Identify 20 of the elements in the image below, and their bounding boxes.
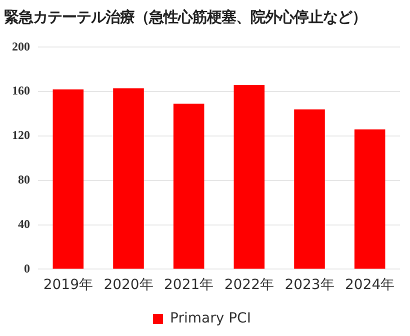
x-tick-label: 2021年 xyxy=(164,277,214,294)
bar xyxy=(294,109,325,269)
chart-title: 緊急カテーテル治療（急性心筋梗塞、院外心停止など） xyxy=(3,7,368,28)
x-tick-label: 2019年 xyxy=(43,277,93,294)
y-tick-label: 200 xyxy=(12,39,30,54)
x-tick-label: 2022年 xyxy=(224,277,274,294)
bar xyxy=(173,104,204,269)
x-tick-label: 2023年 xyxy=(284,277,334,294)
y-tick-label: 40 xyxy=(18,216,30,231)
bar xyxy=(234,84,265,269)
legend-label: Primary PCI xyxy=(170,310,251,327)
x-tick-label: 2020年 xyxy=(104,277,154,294)
y-tick-label: 80 xyxy=(18,172,30,186)
y-tick-label: 0 xyxy=(24,261,30,276)
x-tick-label: 2024年 xyxy=(345,277,395,294)
bar xyxy=(113,88,144,269)
bar xyxy=(52,89,84,269)
y-tick-label: 160 xyxy=(12,84,30,98)
bar xyxy=(354,129,386,269)
y-tick-label: 120 xyxy=(12,128,30,142)
